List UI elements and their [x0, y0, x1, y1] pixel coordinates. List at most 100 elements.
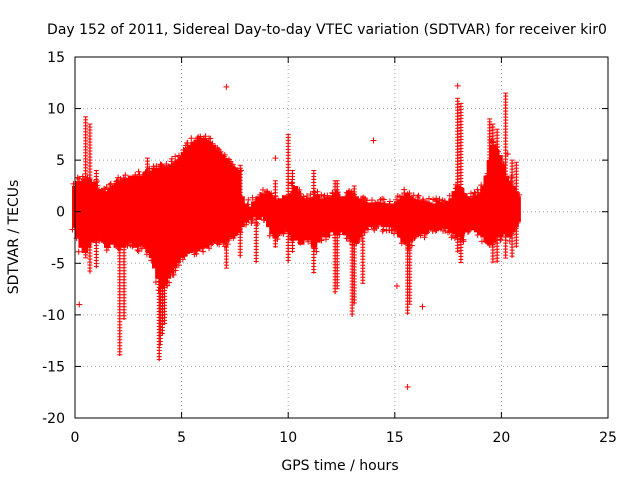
- data-point-marker: [488, 137, 495, 144]
- data-point-marker: [175, 152, 182, 159]
- data-point-marker: [249, 215, 256, 222]
- data-point-marker: [507, 179, 514, 186]
- data-point-marker: [184, 139, 191, 146]
- data-point-marker: [137, 241, 144, 248]
- data-point-marker: [107, 180, 114, 187]
- data-point-marker: [78, 179, 85, 186]
- data-point-marker: [342, 194, 349, 201]
- data-point-marker: [224, 241, 231, 248]
- data-point-marker: [128, 239, 135, 246]
- data-point-marker: [174, 156, 181, 163]
- data-point-marker: [433, 195, 440, 202]
- data-band: [514, 196, 521, 223]
- data-point-marker: [264, 188, 271, 195]
- plot-frame: [74, 56, 609, 419]
- data-point-marker: [272, 193, 279, 200]
- data-point-marker: [433, 226, 440, 233]
- y-tick-label: 10: [47, 102, 65, 118]
- data-point-marker: [192, 248, 199, 255]
- data-point-marker: [478, 182, 485, 189]
- data-point-marker: [467, 190, 474, 197]
- data-point-marker: [166, 279, 173, 286]
- data-point-marker: [129, 243, 136, 250]
- data-point-marker: [479, 187, 486, 194]
- data-point-marker: [163, 161, 170, 168]
- data-point-marker: [339, 228, 346, 235]
- chart-title: Day 152 of 2011, Sidereal Day-to-day VTE…: [47, 22, 607, 38]
- data-point-marker: [249, 194, 256, 201]
- data-point-marker: [279, 228, 286, 235]
- data-point-marker: [158, 161, 165, 168]
- x-tick-label: 20: [492, 430, 510, 446]
- data-point-marker: [175, 262, 182, 269]
- data-point-marker: [138, 245, 145, 252]
- data-point-marker: [405, 242, 412, 249]
- data-point-marker: [430, 196, 437, 203]
- data-point-marker: [392, 226, 399, 233]
- data-point-marker: [386, 198, 393, 205]
- data-point-marker: [448, 234, 455, 241]
- data-point-marker: [206, 135, 213, 142]
- data-point-marker: [221, 151, 228, 158]
- data-point-marker: [321, 192, 328, 199]
- data-point-marker: [181, 253, 188, 260]
- data-point-marker: [421, 234, 428, 241]
- x-tick-label: 15: [386, 430, 404, 446]
- data-point-marker: [327, 227, 334, 234]
- data-band: [251, 201, 258, 217]
- data-band: [242, 203, 250, 223]
- data-point-marker: [475, 189, 482, 196]
- data-point-marker: [506, 238, 513, 245]
- data-point-outlier: [419, 303, 426, 310]
- data-point-marker: [399, 234, 406, 241]
- data-point-marker: [509, 185, 516, 192]
- data-point-marker: [420, 197, 427, 204]
- data-point-marker: [202, 133, 209, 140]
- data-point-marker: [460, 238, 467, 245]
- data-point-marker: [90, 179, 97, 186]
- data-point-marker: [446, 192, 453, 199]
- data-point-marker: [474, 186, 481, 193]
- data-point-marker: [350, 191, 357, 198]
- data-point-marker: [144, 168, 151, 175]
- data-point-marker: [134, 246, 141, 253]
- data-point-marker: [252, 196, 259, 203]
- data-point-marker: [401, 186, 408, 193]
- data-point-marker: [380, 196, 387, 203]
- data-point-marker: [414, 230, 421, 237]
- data-point-marker: [266, 232, 273, 239]
- data-point-marker: [500, 160, 507, 167]
- data-point-marker: [155, 287, 162, 294]
- data-point-marker: [381, 200, 388, 207]
- data-band: [255, 196, 262, 220]
- data-point-marker: [287, 195, 294, 202]
- data-point-marker: [301, 197, 308, 204]
- data-point-marker: [243, 219, 250, 226]
- data-point-marker: [488, 239, 495, 246]
- y-tick-label: 0: [56, 205, 65, 221]
- data-point-marker: [349, 241, 356, 248]
- data-point-marker: [372, 199, 379, 206]
- data-point-marker: [103, 184, 110, 191]
- data-point-marker: [69, 226, 76, 233]
- data-point-marker: [453, 181, 460, 188]
- data-point-marker: [368, 197, 375, 204]
- x-axis-label: GPS time / hours: [281, 458, 398, 474]
- data-point-marker: [380, 226, 387, 233]
- data-point-marker: [458, 232, 465, 239]
- data-point-marker: [317, 233, 324, 240]
- data-point-marker: [200, 248, 207, 255]
- data-point-outlier: [393, 282, 400, 289]
- data-point-marker: [362, 195, 369, 202]
- data-point-marker: [304, 193, 311, 200]
- data-point-marker: [94, 184, 101, 191]
- data-point-marker: [499, 169, 506, 176]
- data-point-marker: [208, 241, 215, 248]
- data-point-marker: [331, 234, 338, 241]
- data-point-marker: [296, 186, 303, 193]
- data-point-marker: [442, 227, 449, 234]
- axes: 0 5 10 15 20 25 -20 -15 -10 -5 0 5 10 15: [42, 50, 617, 446]
- data-point-marker: [436, 196, 443, 203]
- data-point-marker: [232, 166, 239, 173]
- data-point-marker: [365, 226, 372, 233]
